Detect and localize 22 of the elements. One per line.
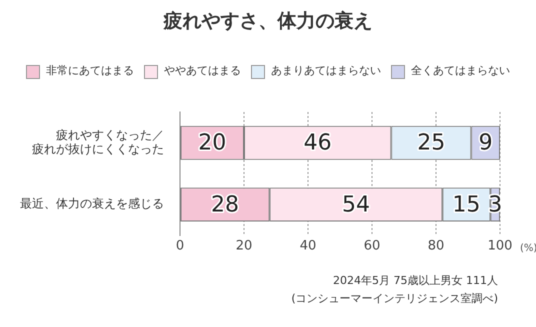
chart-title: 疲れやすさ、体力の衰え (162, 9, 374, 34)
x-tick-label: 100 (488, 238, 512, 254)
legend-label: 非常にあてはまる (46, 63, 134, 79)
x-tick-label: 0 (176, 238, 184, 254)
x-tick-label: 60 (364, 238, 380, 254)
data-label: 28 (211, 192, 240, 218)
data-label: 9 (478, 130, 493, 156)
legend-label: ややあてはまる (164, 63, 241, 79)
data-label: 20 (198, 130, 226, 156)
legend-label: 全くあてはまらない (411, 63, 510, 79)
x-tick-label: 80 (428, 238, 444, 254)
y-tick-label: 疲れやすくなった／疲れが抜けにくくなった (32, 128, 164, 156)
data-label: 25 (417, 130, 446, 156)
y-tick-label: 最近、体力の衰えを感じる (20, 196, 164, 211)
x-tick-label: 40 (300, 238, 316, 254)
data-label: 15 (452, 192, 480, 218)
data-label: 46 (304, 130, 332, 156)
x-tick-label: 20 (236, 238, 252, 254)
text: 2024年5月 75歳以上男女 111人 (333, 274, 498, 287)
data-label: 54 (342, 192, 370, 218)
text: (コンシューマーインテリジェンス室調べ) (291, 292, 498, 305)
legend-label: あまりあてはまらない (271, 63, 381, 79)
